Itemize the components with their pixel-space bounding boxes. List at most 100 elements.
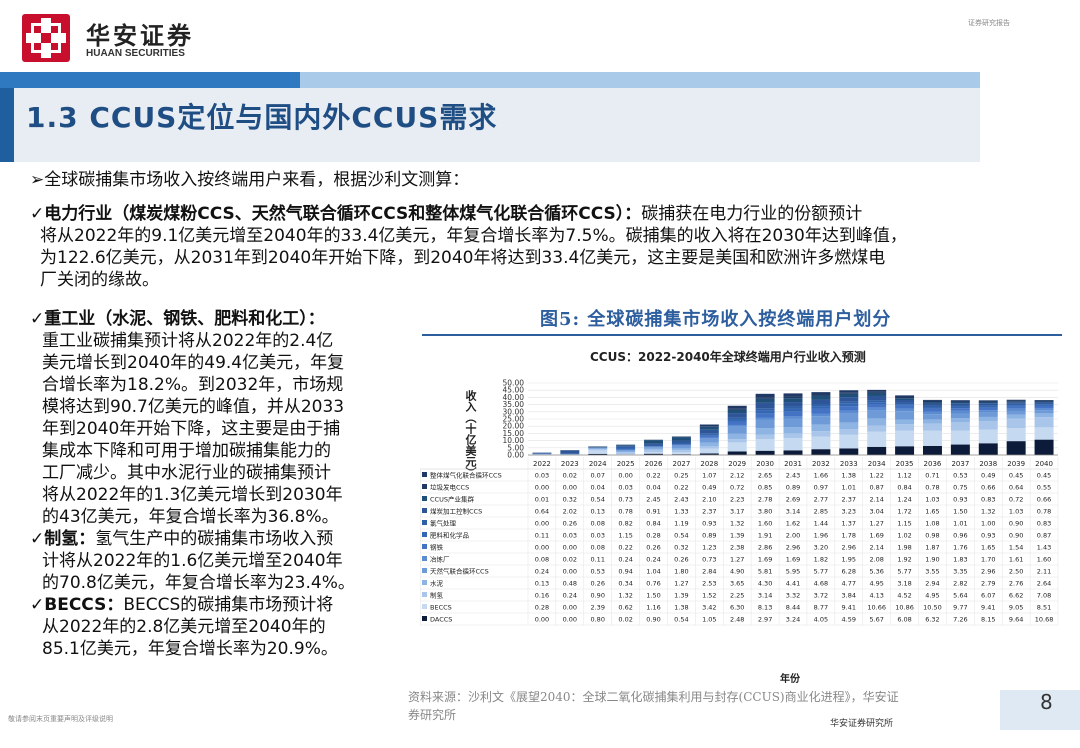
data-label: 2.85: [814, 508, 828, 516]
power-line-3: 为122.6亿美元，从2031年到2040年开始下降，到2040年将达到33.4…: [40, 248, 886, 268]
x-tick-label: 2030: [756, 460, 774, 468]
top-note: 证券研究报告: [968, 19, 1010, 27]
data-label: 2.12: [730, 472, 744, 480]
data-label: 0.72: [730, 484, 744, 492]
data-label: 2.97: [758, 616, 772, 624]
series-name: 天然气联合循环CCS: [430, 567, 489, 576]
power-line-1: 碳捕获在电力行业的份额预计: [641, 204, 863, 224]
data-label: 0.07: [590, 472, 604, 480]
data-label: 0.24: [646, 556, 660, 564]
legend-swatch: [422, 508, 427, 513]
data-label: 9.41: [842, 604, 856, 612]
data-label: 0.03: [535, 472, 549, 480]
data-label: 2.11: [1037, 568, 1051, 576]
data-label: 1.23: [702, 544, 716, 552]
data-label: 2.65: [758, 472, 772, 480]
data-label: 8.51: [1037, 604, 1051, 612]
data-label: 0.22: [674, 484, 688, 492]
data-label: 0.93: [981, 532, 995, 540]
bar-segment: [978, 412, 998, 417]
x-tick-label: 2028: [700, 460, 718, 468]
heavy-line: 重工业碳捕集预计将从2022年的2.4亿: [42, 331, 334, 351]
data-label: 0.22: [618, 544, 632, 552]
data-label: 3.35: [953, 568, 967, 576]
data-label: 3.14: [786, 508, 800, 516]
data-label: 2.48: [730, 616, 744, 624]
bar-segment: [867, 402, 887, 405]
data-label: 0.89: [702, 532, 716, 540]
data-label: 4.90: [730, 568, 744, 576]
data-label: 2.84: [702, 568, 716, 576]
bar-segment: [783, 406, 803, 409]
data-label: 3.72: [814, 592, 828, 600]
heavy-line: 模将达到90.7亿美元的峰值，并从2033: [42, 397, 345, 417]
data-label: 1.80: [674, 568, 688, 576]
bar-segment: [755, 417, 775, 420]
bar-segment: [699, 426, 719, 430]
bar-segment: [839, 434, 859, 449]
data-label: 1.15: [897, 520, 911, 528]
bar-segment: [1006, 441, 1026, 455]
data-label: 5.77: [897, 568, 911, 576]
bar-segment: [1006, 403, 1026, 406]
bar-segment: [811, 395, 831, 400]
bar-segment: [727, 409, 747, 414]
bar-segment: [699, 434, 719, 436]
data-label: 1.87: [925, 544, 939, 552]
bar-segment: [1034, 405, 1054, 409]
data-label: 1.32: [618, 592, 632, 600]
x-tick-label: 2035: [896, 460, 914, 468]
data-label: 0.75: [953, 484, 967, 492]
data-label: 1.82: [814, 556, 828, 564]
data-label: 1.39: [674, 592, 688, 600]
bar-segment: [755, 393, 775, 398]
bar-segment: [727, 433, 747, 440]
legend-swatch: [422, 520, 427, 525]
bar-segment: [1006, 400, 1026, 402]
bar-segment: [978, 407, 998, 411]
data-label: 0.90: [590, 592, 604, 600]
bar-segment: [922, 407, 942, 409]
bar-segment: [867, 400, 887, 403]
x-tick-label: 2032: [812, 460, 830, 468]
stacked-bar-chart: 0.005.0010.0015.0020.0025.0030.0035.0040…: [420, 379, 1059, 626]
bar-segment: [727, 451, 747, 455]
data-label: 9.05: [1009, 604, 1023, 612]
data-label: 2.77: [814, 496, 828, 504]
legend-swatch: [422, 568, 427, 573]
bar-segment: [895, 402, 915, 405]
data-label: 3.24: [786, 616, 800, 624]
data-label: 1.76: [953, 544, 967, 552]
bar-segment: [839, 393, 859, 398]
bar-segment: [1034, 417, 1054, 428]
bar-segment: [588, 449, 608, 451]
check-icon: ✓: [30, 204, 45, 224]
title-banner: [0, 72, 980, 162]
data-label: 1.39: [730, 532, 744, 540]
data-label: 4.68: [814, 580, 828, 588]
check-icon: ✓: [30, 595, 45, 615]
data-label: 0.45: [1037, 472, 1051, 480]
bar-segment: [1034, 404, 1054, 406]
bar-segment: [671, 437, 691, 441]
bar-segment: [783, 433, 803, 439]
bar-segment: [950, 403, 970, 406]
page-number: 8: [1040, 690, 1053, 714]
data-label: 0.00: [563, 616, 577, 624]
data-label: 1.03: [1009, 508, 1023, 516]
data-label: 0.73: [702, 556, 716, 564]
bar-segment: [1006, 399, 1026, 401]
series-name: 氯气处理: [430, 519, 457, 528]
data-label: 2.37: [842, 496, 856, 504]
data-label: 5.36: [869, 568, 883, 576]
data-label: 2.94: [925, 580, 939, 588]
bar-segment: [671, 445, 691, 449]
bar-segment: [895, 398, 915, 400]
heavy-line: 集成本下降和可用于增加碳捕集能力的: [42, 441, 331, 461]
hydrogen-line: 的70.8亿美元，年复合增长率为23.4%。: [42, 573, 355, 593]
bar-segment: [839, 397, 859, 402]
data-label: 0.32: [563, 496, 577, 504]
data-label: 0.76: [646, 580, 660, 588]
data-label: 0.84: [646, 520, 660, 528]
bar-segment: [950, 408, 970, 411]
